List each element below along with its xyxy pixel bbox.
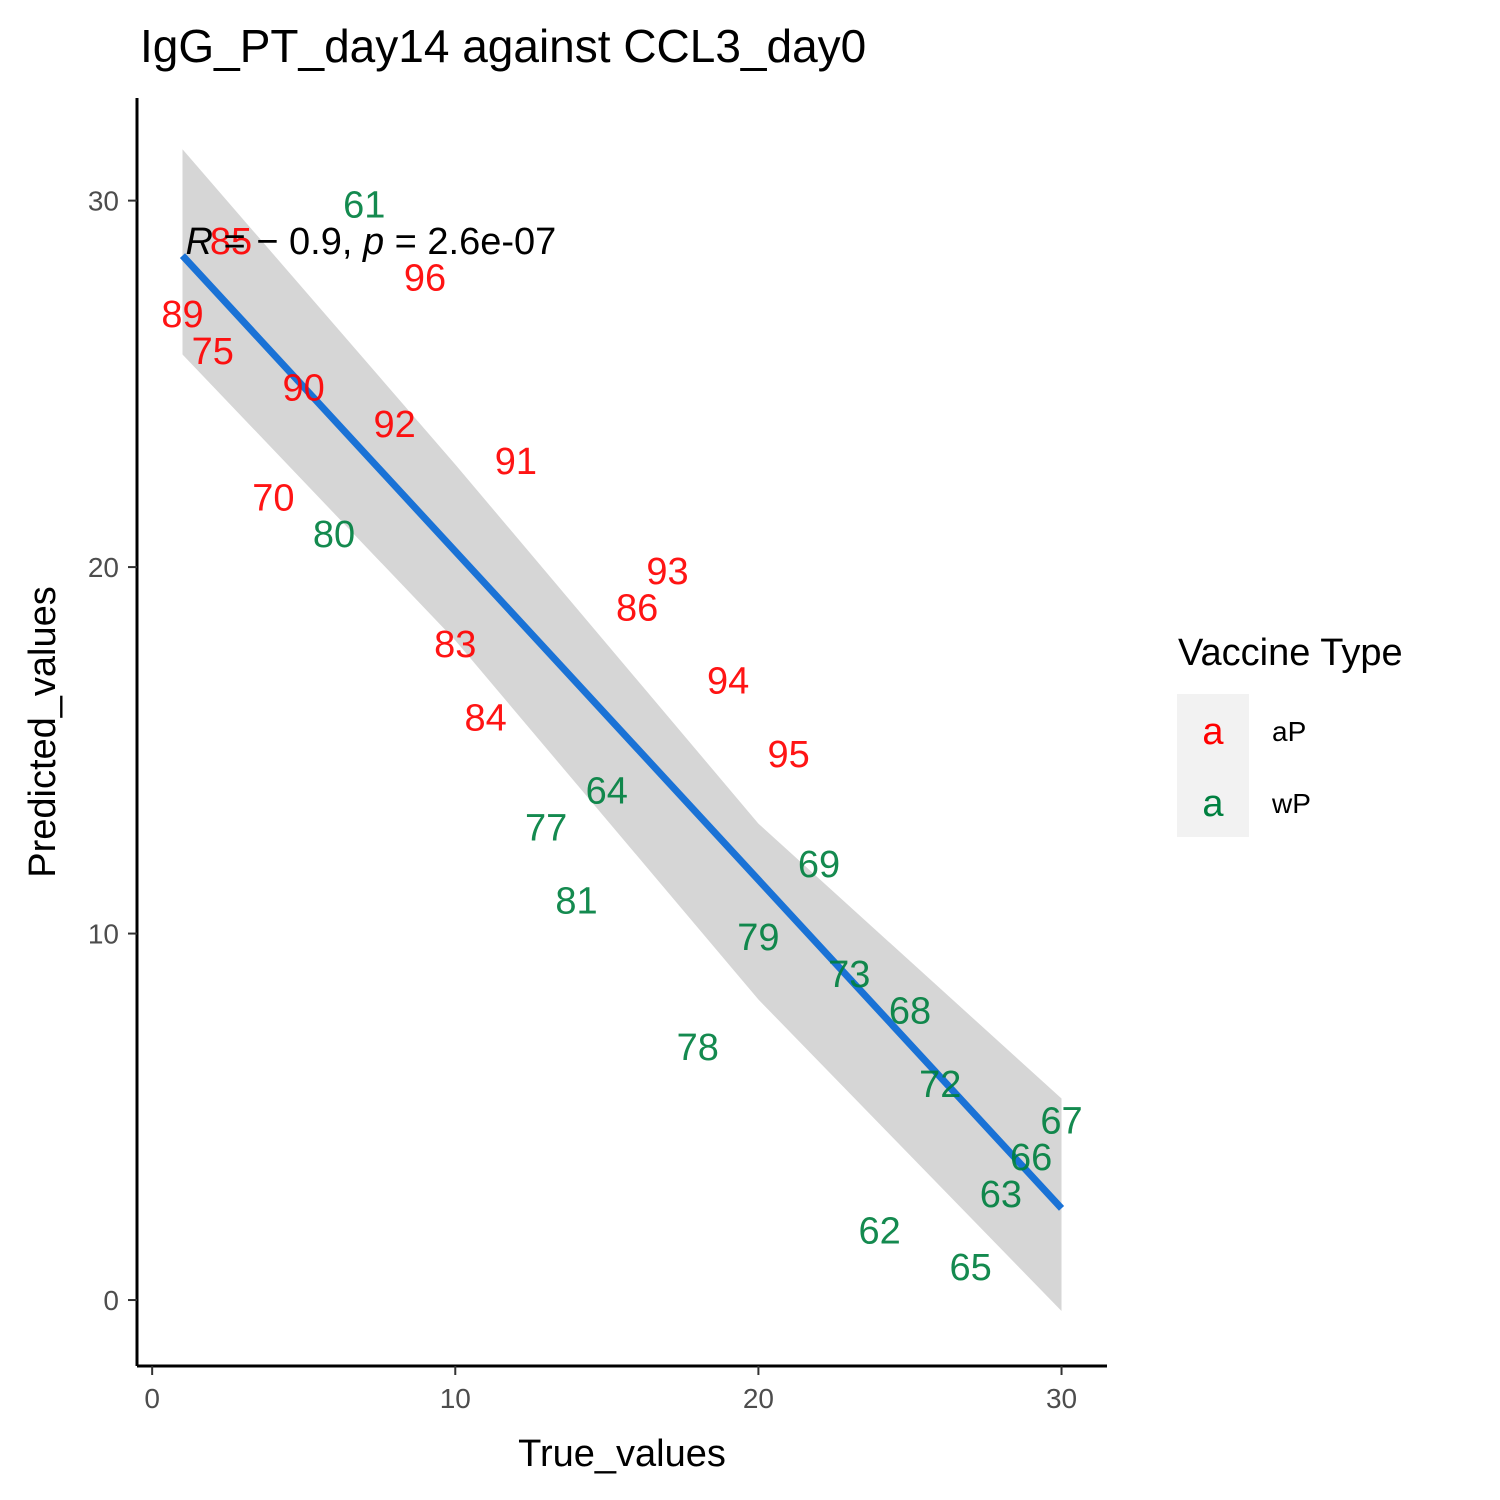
- x-tick-label-10: 10: [440, 1383, 471, 1414]
- point-label-ap-94: 94: [707, 661, 749, 703]
- point-label-ap-83: 83: [434, 624, 476, 666]
- legend-key-background: [1177, 694, 1249, 837]
- point-label-wp-77: 77: [525, 807, 567, 849]
- point-label-wp-62: 62: [859, 1210, 901, 1252]
- point-label-wp-64: 64: [586, 771, 628, 813]
- point-label-ap-96: 96: [404, 258, 446, 300]
- x-axis-title: True_values: [518, 1433, 726, 1475]
- legend-key-wp: a: [1202, 783, 1224, 825]
- point-label-wp-67: 67: [1040, 1101, 1082, 1143]
- point-label-ap-75: 75: [192, 331, 234, 373]
- point-label-wp-79: 79: [737, 917, 779, 959]
- point-label-wp-72: 72: [919, 1064, 961, 1106]
- regression-line: [179, 253, 1065, 1211]
- legend-title: Vaccine Type: [1178, 632, 1403, 674]
- y-tick-label-20: 20: [88, 552, 119, 583]
- point-label-wp-81: 81: [555, 881, 597, 923]
- point-label-ap-90: 90: [283, 368, 325, 410]
- r-value: = − 0.9,: [213, 221, 363, 263]
- legend-label-wp: wP: [1271, 788, 1311, 819]
- point-label-wp-65: 65: [949, 1247, 991, 1289]
- point-label-wp-66: 66: [1010, 1137, 1052, 1179]
- point-label-ap-92: 92: [374, 404, 416, 446]
- point-label-ap-84: 84: [464, 697, 506, 739]
- legend-key-ap: a: [1202, 711, 1224, 753]
- y-tick-label-10: 10: [88, 919, 119, 950]
- p-symbol: p: [362, 221, 384, 263]
- y-axis-title: Predicted_values: [22, 586, 64, 878]
- legend: Vaccine Type a aP a wP: [1177, 632, 1403, 837]
- x-tick-label-0: 0: [144, 1383, 160, 1414]
- point-label-ap-93: 93: [646, 551, 688, 593]
- x-tick-label-20: 20: [743, 1383, 774, 1414]
- point-label-wp-61: 61: [343, 184, 385, 226]
- r-symbol: R: [186, 221, 213, 263]
- legend-label-ap: aP: [1272, 716, 1306, 747]
- point-label-wp-73: 73: [828, 954, 870, 996]
- point-label-ap-85: 85: [210, 221, 252, 263]
- point-label-ap-70: 70: [252, 478, 294, 520]
- y-axis-ticks: 0 10 20 30: [88, 186, 137, 1316]
- chart-title: IgG_PT_day14 against CCL3_day0: [140, 20, 866, 72]
- point-label-wp-69: 69: [798, 844, 840, 886]
- y-tick-label-0: 0: [103, 1285, 119, 1316]
- point-label-ap-91: 91: [495, 441, 537, 483]
- x-tick-label-30: 30: [1046, 1383, 1077, 1414]
- point-label-ap-89: 89: [161, 294, 203, 336]
- x-axis-ticks: 0 10 20 30: [144, 1366, 1077, 1414]
- p-value: = 2.6e-07: [384, 221, 556, 263]
- point-label-wp-63: 63: [980, 1174, 1022, 1216]
- y-tick-label-30: 30: [88, 186, 119, 217]
- point-label-ap-95: 95: [768, 734, 810, 776]
- point-label-ap-86: 86: [616, 587, 658, 629]
- point-label-wp-78: 78: [677, 1027, 719, 1069]
- point-label-wp-68: 68: [889, 991, 931, 1033]
- point-label-wp-80: 80: [313, 514, 355, 556]
- correlation-annotation: R = − 0.9, p = 2.6e-07: [186, 221, 557, 263]
